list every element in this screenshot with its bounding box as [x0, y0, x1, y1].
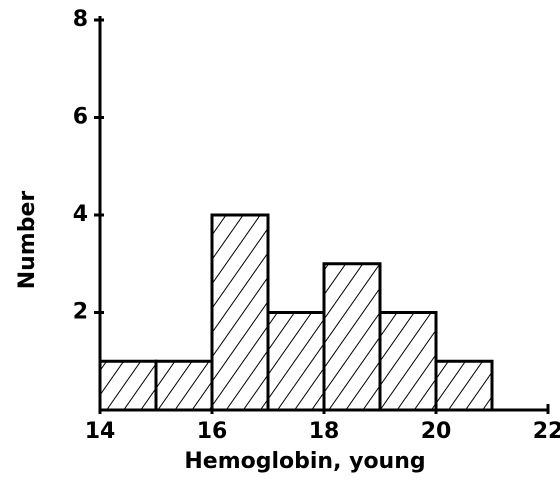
x-tick-label: 14 — [85, 419, 116, 444]
y-axis-label: Number — [15, 191, 40, 290]
bar — [266, 311, 326, 412]
x-tick-label: 22 — [533, 419, 560, 444]
y-tick-label: 2 — [73, 300, 88, 325]
bar — [210, 213, 270, 412]
x-tick-label: 20 — [421, 419, 452, 444]
bar — [434, 359, 494, 412]
y-tick-label: 6 — [73, 105, 88, 130]
bar — [322, 262, 382, 412]
x-axis-label: Hemoglobin, young — [184, 449, 425, 474]
bar — [154, 359, 214, 412]
y-tick-label: 8 — [73, 7, 88, 32]
y-tick-label: 4 — [73, 202, 88, 227]
bar — [378, 311, 438, 412]
x-tick-label: 16 — [197, 419, 228, 444]
bar — [98, 359, 158, 412]
x-tick-label: 18 — [309, 419, 340, 444]
